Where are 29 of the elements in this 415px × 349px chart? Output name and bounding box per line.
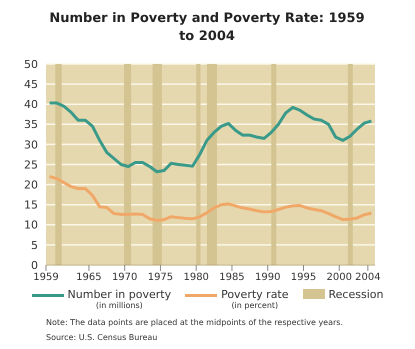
y-tick-label: 30 (24, 138, 38, 152)
x-tick-label: 1985 (219, 272, 245, 284)
y-tick-label: 40 (24, 98, 38, 112)
legend-label: Recession (328, 288, 384, 301)
legend-label: Number in poverty (in millions) (68, 288, 172, 310)
y-tick-label: 50 (24, 58, 38, 71)
legend-label: Poverty rate (in percent) (221, 288, 289, 310)
line-series (48, 175, 373, 222)
y-tick-label: 10 (24, 218, 38, 232)
y-tick-label: 45 (24, 78, 38, 92)
source-note: Source: U.S. Census Bureau (46, 333, 158, 342)
x-tick-label: 2000 (326, 272, 352, 284)
y-tick-label: 15 (24, 198, 38, 212)
y-tick-label: 35 (24, 118, 38, 132)
y-tick-label: 0 (31, 258, 38, 272)
text: Note: The data points are placed at the midpoints of the respective years. (46, 318, 344, 327)
line-series (48, 101, 373, 174)
x-tick-label: 1959 (33, 272, 59, 284)
x-tick-label: 1980 (183, 272, 209, 284)
x-tick-label: 1990 (254, 272, 280, 284)
chart-title: Number in Poverty and Poverty Rate: 1959 to 2004 (48, 10, 366, 46)
x-tick-label: 2004 (355, 272, 381, 284)
y-tick-label: 20 (24, 178, 38, 192)
x-tick-label: 1965 (76, 272, 102, 284)
y-tick-label: 25 (24, 158, 38, 172)
y-tick-label: 5 (31, 238, 38, 252)
x-tick-label: 1970 (112, 272, 138, 284)
x-tick-label: 1995 (290, 272, 316, 284)
x-tick-label: 1975 (148, 272, 174, 284)
